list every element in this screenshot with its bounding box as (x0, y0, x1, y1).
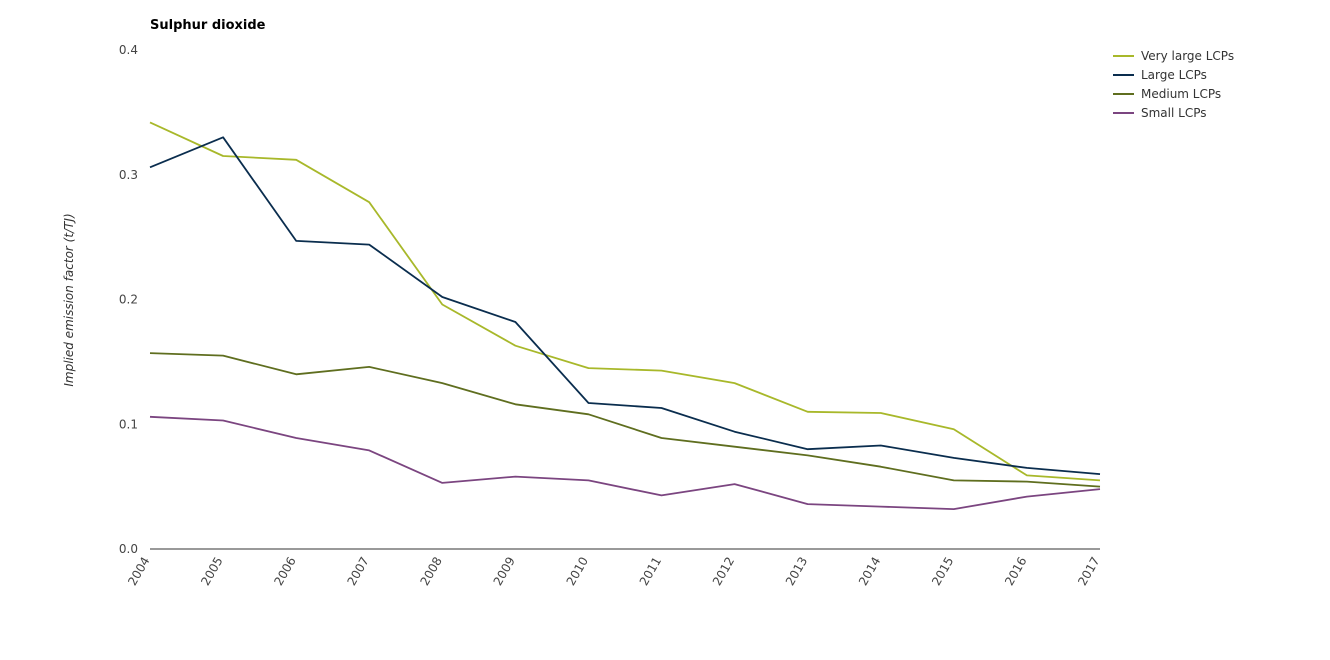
series-line-small-lcps (149, 415, 1101, 511)
chart-title: Sulphur dioxide (150, 18, 266, 33)
series-line-very-large-lcps (149, 121, 1101, 482)
x-tick-label: 2007 (344, 555, 371, 588)
y-tick-label: 0.3 (119, 168, 138, 182)
legend-label: Medium LCPs (1141, 87, 1221, 101)
legend-label: Very large LCPs (1141, 49, 1234, 63)
y-axis-ticks: 0.0 0.1 0.2 0.3 0.4 (119, 43, 138, 556)
y-tick-label: 0.1 (119, 417, 138, 431)
x-tick-label: 2005 (198, 555, 225, 588)
legend-label: Small LCPs (1141, 106, 1206, 120)
x-tick-label: 2011 (637, 555, 664, 588)
legend: Very large LCPs Large LCPs Medium LCPs Smal… (1113, 49, 1234, 120)
x-tick-label: 2015 (929, 555, 956, 588)
x-tick-label: 2006 (271, 555, 298, 588)
y-axis-title: Implied emission factor (t/TJ) (62, 213, 76, 386)
x-tick-label: 2013 (783, 555, 810, 588)
x-tick-label: 2016 (1002, 555, 1029, 588)
x-tick-label: 2004 (125, 555, 152, 588)
series-line-large-lcps (149, 136, 1101, 475)
x-tick-label: 2009 (491, 555, 518, 588)
y-tick-label: 0.0 (119, 542, 138, 556)
x-tick-label: 2008 (418, 555, 445, 588)
series-line-medium-lcps (149, 352, 1101, 488)
y-tick-label: 0.2 (119, 293, 138, 307)
y-tick-label: 0.4 (119, 43, 138, 57)
x-tick-label: 2014 (856, 555, 883, 588)
x-tick-label: 2017 (1075, 555, 1102, 588)
series-lines (149, 121, 1101, 511)
x-tick-label: 2012 (710, 555, 737, 588)
x-tick-label: 2010 (564, 555, 591, 588)
x-axis-ticks: 2004 2005 2006 2007 2008 2009 2010 2011 2012 2013… (125, 555, 1102, 588)
legend-label: Large LCPs (1141, 68, 1207, 82)
